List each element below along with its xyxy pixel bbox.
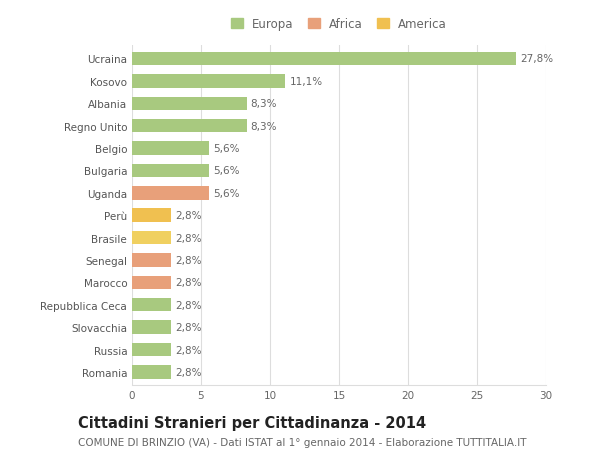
Bar <box>132 254 170 267</box>
Text: 2,8%: 2,8% <box>175 255 201 265</box>
Bar <box>132 97 247 111</box>
Bar <box>132 53 515 66</box>
Text: Cittadini Stranieri per Cittadinanza - 2014: Cittadini Stranieri per Cittadinanza - 2… <box>78 415 426 431</box>
Text: 2,8%: 2,8% <box>175 233 201 243</box>
Text: 2,8%: 2,8% <box>175 345 201 355</box>
Text: 2,8%: 2,8% <box>175 278 201 288</box>
Bar <box>132 164 209 178</box>
Bar <box>132 231 170 245</box>
Text: 5,6%: 5,6% <box>214 144 240 154</box>
Bar <box>132 209 170 223</box>
Text: 5,6%: 5,6% <box>214 188 240 198</box>
Bar <box>132 120 247 133</box>
Text: 2,8%: 2,8% <box>175 323 201 332</box>
Legend: Europa, Africa, America: Europa, Africa, America <box>231 18 447 31</box>
Text: 8,3%: 8,3% <box>251 121 277 131</box>
Bar <box>132 187 209 200</box>
Text: 27,8%: 27,8% <box>520 54 553 64</box>
Text: 2,8%: 2,8% <box>175 300 201 310</box>
Text: COMUNE DI BRINZIO (VA) - Dati ISTAT al 1° gennaio 2014 - Elaborazione TUTTITALIA: COMUNE DI BRINZIO (VA) - Dati ISTAT al 1… <box>78 437 527 447</box>
Bar <box>132 276 170 290</box>
Bar <box>132 365 170 379</box>
Bar <box>132 298 170 312</box>
Text: 2,8%: 2,8% <box>175 211 201 221</box>
Bar <box>132 343 170 357</box>
Bar <box>132 321 170 334</box>
Text: 5,6%: 5,6% <box>214 166 240 176</box>
Bar <box>132 142 209 156</box>
Text: 2,8%: 2,8% <box>175 367 201 377</box>
Text: 8,3%: 8,3% <box>251 99 277 109</box>
Text: 11,1%: 11,1% <box>289 77 322 87</box>
Bar <box>132 75 285 88</box>
